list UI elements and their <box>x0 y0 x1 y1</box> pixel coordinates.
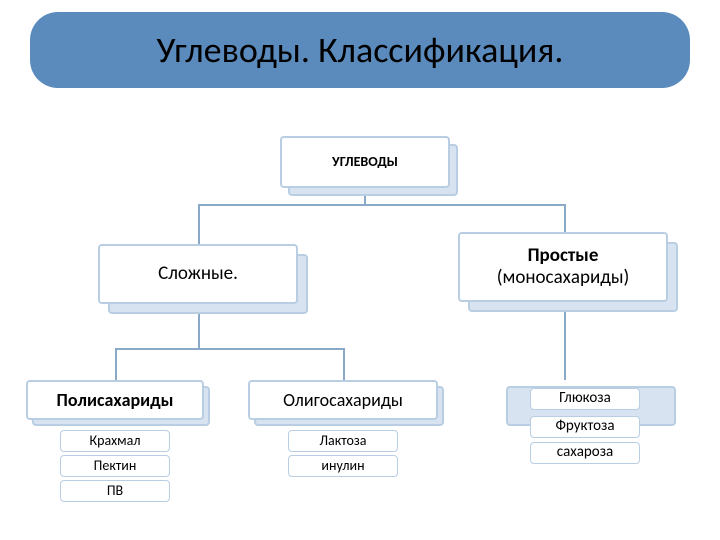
node-root: УГЛЕВОДЫ <box>280 136 450 188</box>
title-text: Углеводы. Классификация. <box>157 28 564 72</box>
leaf-inulin: инулин <box>288 455 398 477</box>
connector-line <box>198 204 566 206</box>
node-complex-label: Сложные. <box>158 263 238 285</box>
page-title: Углеводы. Классификация. <box>30 12 690 88</box>
connector-line <box>115 348 117 380</box>
connector-line <box>115 348 345 350</box>
leaf-pektin: Пектин <box>60 455 170 477</box>
leaf-starch: Крахмал <box>60 430 170 452</box>
connector-line <box>564 302 566 380</box>
node-root-label: УГЛЕВОДЫ <box>332 154 398 170</box>
leaf-pv: ПВ <box>60 480 170 502</box>
node-poly-label: Полисахариды <box>57 390 174 411</box>
simple-line2: (моносахариды) <box>497 267 629 289</box>
node-simple: Простые (моносахариды) <box>458 232 668 302</box>
node-complex: Сложные. <box>98 244 298 304</box>
node-poly: Полисахариды <box>26 380 204 420</box>
leaf-fructose: Фруктоза <box>530 416 640 438</box>
connector-line <box>343 348 345 380</box>
leaf-sucrose: сахароза <box>530 442 640 464</box>
connector-line <box>198 204 200 244</box>
node-simple-label: Простые (моносахариды) <box>497 245 629 289</box>
leaf-lactose: Лактоза <box>288 430 398 452</box>
node-oligo-label: Олигосахариды <box>283 390 403 411</box>
leaf-glucose: Глюкоза <box>530 388 640 410</box>
simple-line1: Простые <box>497 245 629 267</box>
connector-line <box>564 204 566 232</box>
node-oligo: Олигосахариды <box>248 380 438 420</box>
